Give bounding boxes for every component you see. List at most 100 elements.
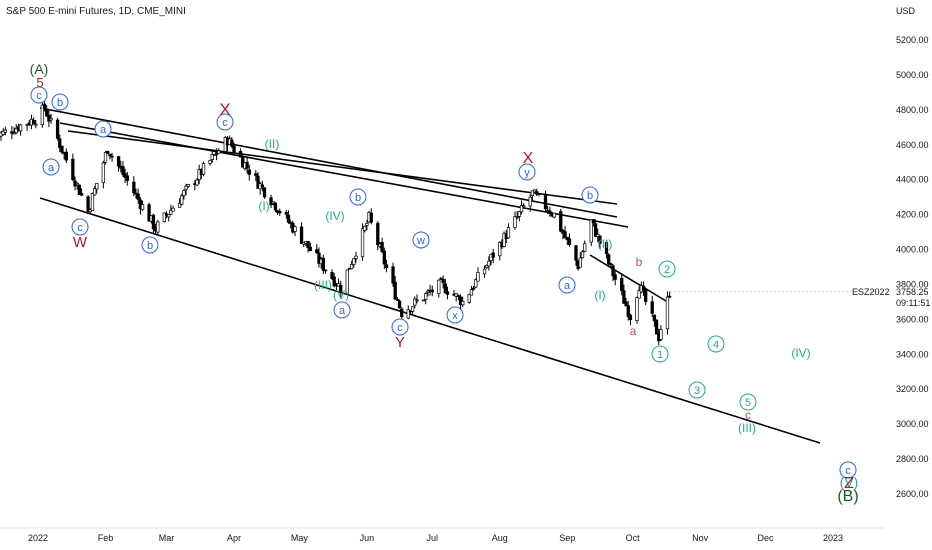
candle-down [628,314,633,321]
candle-up [182,190,186,197]
wave-label: Z [844,475,854,492]
candle-down [559,211,563,232]
candle-up [293,226,297,232]
price-tick-label: 4400.00 [896,175,929,185]
trendline[interactable] [59,122,629,228]
candle-down [626,305,630,318]
candle-down [269,197,273,206]
candle-down [641,285,646,291]
candle-up [354,255,358,259]
candle-up [498,241,502,257]
price-axis[interactable]: USD 5200.00 5000.00 4800.00 4600.00 4400.00 4… [896,6,929,499]
candle-down [624,301,628,307]
wave-label: (IV) [325,209,344,223]
candle-down [376,222,380,245]
candle-down [400,308,404,318]
candle-up [589,219,593,243]
wave-label-circle [71,218,89,236]
trendline[interactable] [39,107,618,218]
candle-down [125,175,129,181]
candle-down [644,288,648,302]
candle-up [103,152,108,163]
candle-up [167,214,171,218]
candle-up [201,163,206,175]
time-tick-label: Dec [757,533,774,543]
trendline[interactable] [589,254,667,302]
time-tick-label: Apr [227,533,241,543]
wave-label: a [100,124,107,136]
candle-down [567,238,572,245]
wave-label: a [339,305,346,317]
candle-up [415,299,419,302]
candle-down [86,196,90,212]
candle-down [42,103,47,110]
candle-down [622,290,626,304]
wave-label: w [416,235,425,247]
candle-up [528,196,532,207]
candle-up [49,117,53,121]
candle-down [395,298,400,301]
candle-down [232,145,236,153]
candle-up [437,279,441,295]
price-tick-label: 3200.00 [896,384,929,394]
wave-label-circle [94,120,112,138]
candle-down [321,257,325,271]
wave-label-circle [333,301,351,319]
candle-down [667,295,672,298]
wave-label: (V) [840,474,859,490]
candle-down [613,274,617,280]
candle-up [180,195,184,205]
candle-up [34,123,38,126]
candles [0,101,672,346]
wave-label: a [48,162,55,174]
time-axis[interactable]: 2022 Feb Mar Apr May Jun Jul Aug Sep Oct Nov Dec 202… [0,527,885,543]
candle-down [609,263,613,265]
candle-up [195,179,199,186]
wave-label: (III) [314,278,332,292]
candle-up [3,129,7,133]
candle-down [45,109,49,117]
wave-label: (B) [837,488,858,505]
trendline[interactable] [67,130,618,205]
wave-label-circle [446,306,464,324]
chart-title: S&P 500 E-mini Futures, 1D, CME_MINI [6,6,186,17]
candle-down [604,241,609,255]
wave-label-circle [707,335,725,353]
candle-up [519,205,524,213]
wave-label-circle [651,345,669,363]
trendlines [39,107,821,444]
time-tick-label: Jul [426,533,438,543]
trendline[interactable] [39,197,821,444]
candle-down [456,295,461,297]
candle-up [162,212,166,222]
price-tick-label: 2600.00 [896,489,929,499]
wave-label-circle [349,188,367,206]
candle-down [71,158,75,180]
price-tick-label: 4200.00 [896,210,929,220]
time-tick-label: Mar [159,533,175,543]
wave-label: c [36,90,42,102]
candle-up [271,201,275,204]
candle-up [467,293,471,303]
candle-down [79,193,84,196]
price-tick-label: 3800.00 [896,279,929,289]
wave-label-circle [581,186,599,204]
wave-label: b [147,240,153,252]
candle-down [230,139,234,147]
time-tick-label: Aug [492,533,508,543]
price-readout: ESZ2022 3758.25 09:11:51 [852,287,930,308]
candle-down [121,166,125,175]
candle-down [543,193,548,210]
candle-up [461,300,465,306]
candle-down [565,236,569,241]
candle-up [18,124,23,132]
wave-label-circle [42,158,60,176]
price-tick-label: 4600.00 [896,140,929,150]
candle-down [262,187,267,198]
candle-up [177,203,182,208]
candle-down [108,153,112,157]
candle-up [12,132,16,135]
candle-down [256,175,260,189]
candle-up [517,211,522,217]
